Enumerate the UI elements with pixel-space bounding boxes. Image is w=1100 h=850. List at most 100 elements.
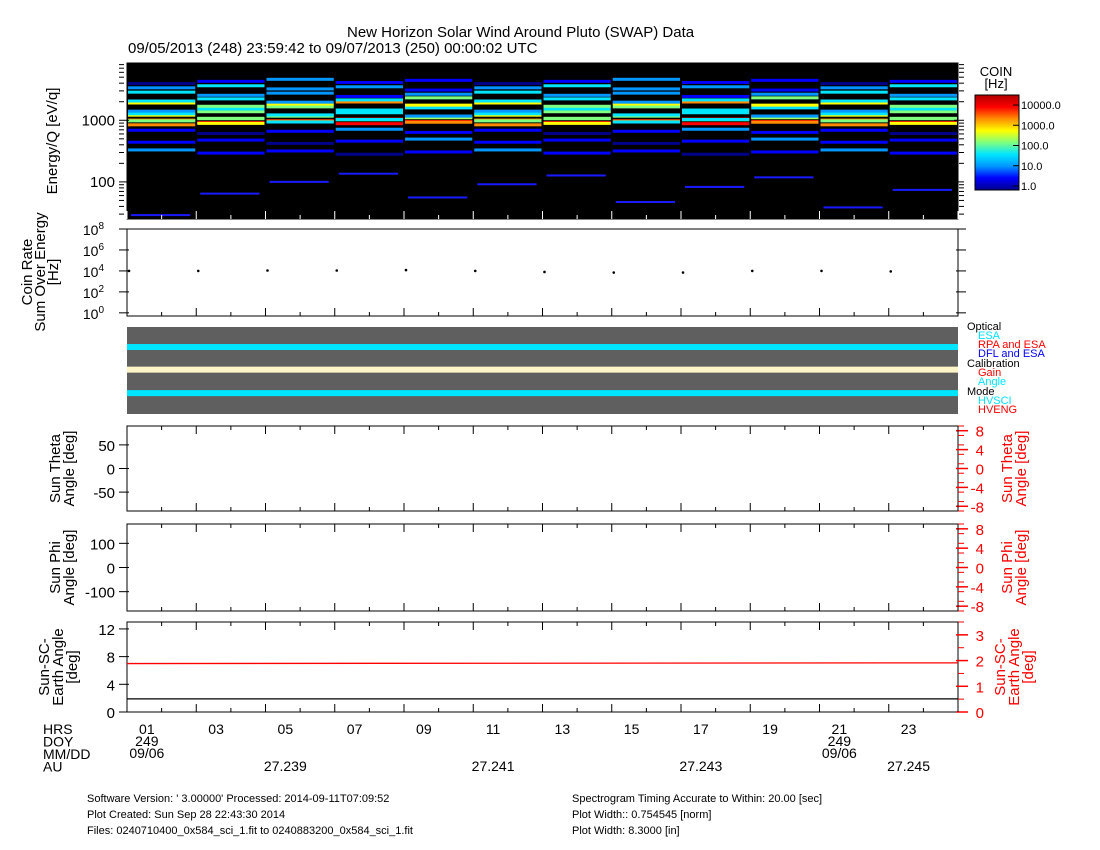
spectrogram-cell xyxy=(197,93,265,97)
spectrogram-cell xyxy=(751,114,819,118)
spectrogram-cell xyxy=(751,150,819,154)
legend-item: HVENG xyxy=(978,404,1017,416)
spectrogram-cell xyxy=(612,87,680,91)
spectrogram-cell xyxy=(889,97,957,101)
status-bar-hvsci xyxy=(127,390,958,397)
sun-theta-ylabel-line: Sun Theta xyxy=(47,433,64,503)
spectrogram-cell xyxy=(546,174,606,177)
spectrogram-cell xyxy=(889,93,957,97)
x-au-label: 27.245 xyxy=(887,758,930,774)
spectrogram-cell xyxy=(615,200,675,203)
spectrogram-cell xyxy=(751,106,819,110)
x-hour-label: 11 xyxy=(486,721,501,737)
spectrogram-cell xyxy=(197,107,265,111)
x-hour-label: 07 xyxy=(347,721,363,737)
sun-sc-earth-ytick-label: 4 xyxy=(107,677,115,694)
coin-rate-point xyxy=(612,271,616,274)
spectrogram-cell xyxy=(405,114,473,118)
spectrogram-cell xyxy=(474,140,542,144)
spectrogram-cell xyxy=(474,109,542,113)
x-mmdd-label: 09/06 xyxy=(129,745,164,761)
spectrogram-cell xyxy=(128,123,196,127)
coin-rate-ytick-label: 100 xyxy=(83,305,105,322)
spectrogram-cell xyxy=(335,139,403,143)
legend-item: HVSCI xyxy=(978,395,1012,407)
spectrogram-cell xyxy=(682,117,750,121)
legend-item: ESA xyxy=(978,330,1001,342)
spectrogram-cell xyxy=(335,111,403,115)
spectrogram-cell xyxy=(197,132,265,136)
status-bar-esa xyxy=(127,344,958,351)
spectrogram-ylabel-line: Energy/Q [eV/q] xyxy=(44,88,61,195)
sun-sc-earth-right-ytick-label: 1 xyxy=(976,679,984,696)
coin-rate-ytick-label: 108 xyxy=(83,221,105,238)
spectrogram-cell xyxy=(682,122,750,126)
spectrogram-cell xyxy=(474,90,542,94)
x-hour-label: 23 xyxy=(901,721,917,737)
spectrogram-cell xyxy=(128,82,196,86)
spectrogram-cell xyxy=(266,120,334,124)
spectrogram-cell xyxy=(266,113,334,117)
coin-rate-frame xyxy=(126,228,959,317)
spectrogram-cell xyxy=(682,98,750,102)
sun-phi-right-ylabel-line: Angle [deg] xyxy=(1013,530,1030,606)
sun-phi-ylabel-line: Angle [deg] xyxy=(61,530,78,606)
sun-phi-ylabel-line: Sun Phi xyxy=(47,541,64,594)
spectrogram-cell xyxy=(682,108,750,112)
spectrogram-cell xyxy=(820,99,888,103)
spectrogram-cell xyxy=(266,129,334,133)
sun-theta-frame xyxy=(126,425,959,512)
spectrogram-cell xyxy=(405,96,473,100)
spectrogram-cell xyxy=(543,93,611,97)
legend-item: RPA and ESA xyxy=(978,339,1046,351)
spectrogram-cell xyxy=(197,121,265,125)
spectrogram-cell xyxy=(543,107,611,111)
footer-plot-created: Plot Created: Sun Sep 28 22:43:30 2014 xyxy=(87,809,286,821)
spectrogram-cell xyxy=(335,108,403,112)
sun-theta-right-ytick-label: 0 xyxy=(976,462,984,479)
spectrogram-cell xyxy=(543,110,611,114)
x-hour-label: 09 xyxy=(416,721,432,737)
sun-sc-earth-right-ylabel-line: [deg] xyxy=(1020,650,1037,683)
spectrogram-cell xyxy=(820,112,888,116)
spectrogram-cell xyxy=(889,121,957,125)
spectrogram-cell xyxy=(612,129,680,133)
spectrogram-cell xyxy=(682,127,750,131)
colorbar-unit: [Hz] xyxy=(984,76,1007,91)
spectrogram-cell xyxy=(543,84,611,88)
spectrogram-cell xyxy=(889,79,957,83)
spectrogram-cell xyxy=(474,101,542,105)
spectrogram-cell xyxy=(474,148,542,152)
coin-rate-ylabel-line: Coin Rate xyxy=(19,239,36,306)
sun-phi-right-ytick-label: 8 xyxy=(976,522,984,539)
spectrogram-cell xyxy=(754,176,814,179)
spectrogram-background xyxy=(127,63,958,219)
spectrogram-cell xyxy=(335,117,403,121)
spectrogram-cell xyxy=(405,92,473,96)
spectrogram-cell xyxy=(266,102,334,106)
sun-theta-right-ytick-label: -4 xyxy=(971,480,984,497)
footer-timing: Spectrogram Timing Accurate to Within: 2… xyxy=(572,793,823,805)
spectrogram-cell xyxy=(128,148,196,152)
x-row-label-mmdd: MM/DD xyxy=(43,746,90,762)
spectrogram-cell xyxy=(751,88,819,92)
spectrogram-cell xyxy=(474,82,542,86)
spectrogram-cell xyxy=(197,84,265,88)
spectrogram-cell xyxy=(682,80,750,84)
spectrogram-cell xyxy=(335,80,403,84)
spectrogram-cell xyxy=(543,132,611,136)
sun-phi-ytick-label: 100 xyxy=(90,536,115,553)
spectrogram-cell xyxy=(820,119,888,123)
coin-rate-point xyxy=(196,269,200,273)
spectrogram-cell xyxy=(751,103,819,107)
colorbar-tick-label: 1.0 xyxy=(1021,181,1036,193)
coin-rate-point xyxy=(473,269,477,273)
spectrogram-ytick-label: 1000 xyxy=(82,112,115,129)
coin-rate-ytick-label: 104 xyxy=(83,263,105,280)
sun-sc-earth-right-ylabel: Sun-SC-Earth Angle[deg] xyxy=(992,628,1037,706)
spectrogram-cell xyxy=(266,87,334,91)
spectrogram-cell xyxy=(474,128,542,132)
spectrogram-cell xyxy=(612,105,680,109)
